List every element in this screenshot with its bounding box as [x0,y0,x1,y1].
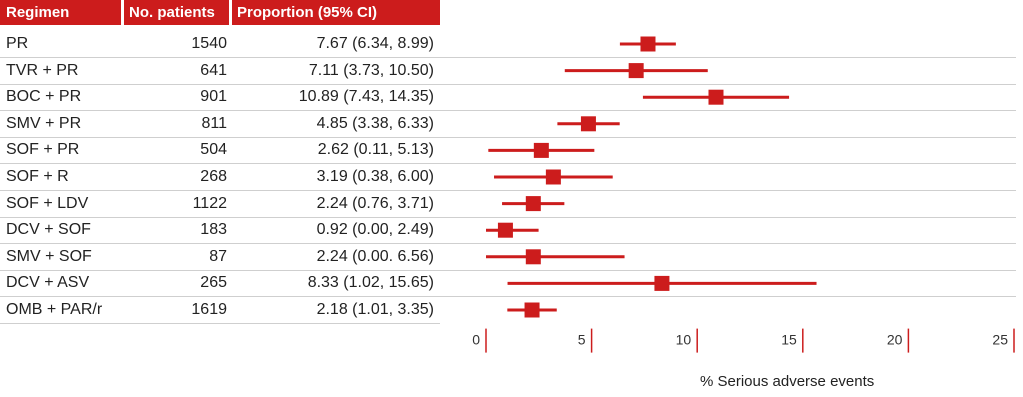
header-regimen: Regimen [0,0,121,25]
proportion-ci: 2.24 (0.00. 6.56) [316,247,434,265]
point-estimate [545,169,561,185]
proportion-ci: 0.92 (0.00, 2.49) [316,221,434,239]
patients-count: 1619 [191,301,227,318]
header-patients: No. patients [124,0,229,25]
regimen-label: BOC + PR [6,88,82,106]
proportion-ci: 2.24 (0.76, 3.71) [316,194,434,212]
proportion-ci: 10.89 (7.43, 14.35) [298,88,434,106]
regimen-label: SOF + R [6,168,69,185]
patients-count: 268 [200,168,227,185]
proportion-ci: 4.85 (3.38, 6.33) [316,114,434,132]
patients-count: 811 [201,114,227,132]
point-estimate [525,249,541,265]
row-divider [0,243,1016,245]
row-divider [0,136,1016,138]
proportion-ci: 2.62 (0.11, 5.13) [317,141,434,159]
x-tick-label: 20 [887,332,903,348]
x-tick-label: 25 [992,332,1008,348]
regimen-label: PR [6,35,29,52]
row-divider [0,57,1016,58]
point-estimate [524,302,540,318]
proportion-ci: 8.33 (1.02, 15.65) [307,274,434,292]
proportion-ci: 7.67 (6.34, 8.99) [316,35,434,52]
row-divider [0,83,1016,85]
row-divider [0,190,1016,191]
proportion-ci: 7.11 (3.73, 10.50) [308,61,434,79]
proportion-ci: 2.18 (1.01, 3.35) [316,301,434,318]
row-divider [0,216,1016,218]
regimen-label: TVR + PR [6,61,79,79]
regimen-label: SMV + PR [6,114,82,132]
x-tick-label: 5 [578,332,586,348]
patients-count: 183 [200,221,227,239]
row-divider [0,296,1016,298]
row-divider [0,269,1016,271]
point-estimate [708,89,724,105]
x-tick-label: 0 [472,332,480,348]
regimen-label: DCV + SOF [6,221,91,239]
row-divider [0,323,440,324]
point-estimate [525,196,541,212]
x-tick-label: 10 [676,332,692,348]
point-estimate [497,222,513,238]
row-divider [0,110,1016,112]
x-tick-label: 15 [781,332,797,348]
regimen-label: OMB + PAR/r [6,301,103,318]
regimen-label: SOF + PR [6,141,80,159]
patients-count: 641 [200,61,227,79]
patients-count: 1122 [192,194,227,212]
patients-count: 1540 [191,35,227,52]
header-proportion: Proportion (95% CI) [232,0,440,25]
regimen-label: SMV + SOF [6,247,92,265]
point-estimate [640,36,656,52]
regimen-label: SOF + LDV [6,194,89,212]
row-divider [0,163,1016,165]
x-axis-label: % Serious adverse events [700,373,875,390]
point-estimate [533,142,549,158]
point-estimate [628,63,644,79]
point-estimate [580,116,596,132]
point-estimate [654,275,670,291]
patients-count: 87 [209,247,227,265]
patients-count: 901 [200,88,227,106]
patients-count: 265 [200,274,227,292]
proportion-ci: 3.19 (0.38, 6.00) [316,168,434,185]
patients-count: 504 [200,141,227,159]
regimen-label: DCV + ASV [6,274,90,292]
